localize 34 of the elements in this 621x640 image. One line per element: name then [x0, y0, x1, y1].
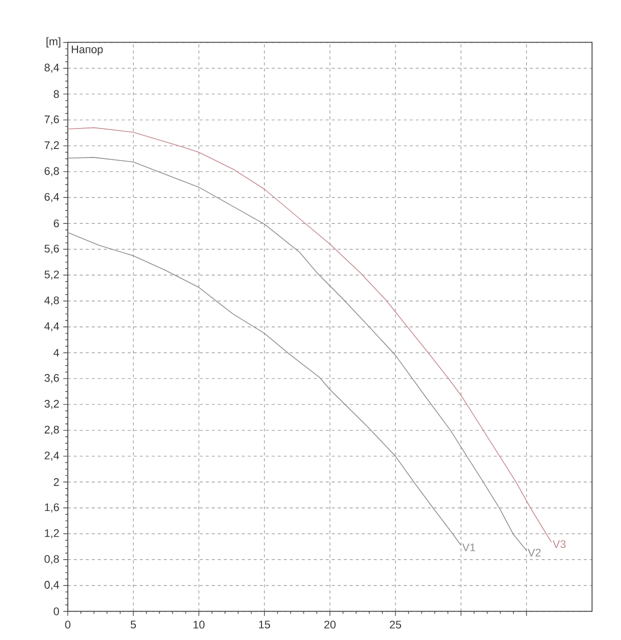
x-tick-label: 15	[259, 620, 270, 628]
y-tick-label: 4,8	[44, 296, 59, 306]
series-label: V3	[552, 540, 566, 548]
x-tick-label: 0	[65, 620, 70, 629]
chart-title: Напор	[72, 46, 103, 56]
y-tick-label: 8,4	[44, 64, 60, 73]
y-axis-title: [m]	[46, 37, 60, 48]
series-label: V1	[462, 544, 476, 552]
x-tick-label: 5	[130, 620, 136, 628]
y-tick-label: 5,2	[44, 270, 59, 280]
y-tick-label: 3,6	[44, 374, 59, 384]
series-label: V2	[528, 548, 541, 556]
y-tick-label: 0,8	[44, 555, 59, 564]
x-tick-label: 20	[324, 620, 336, 629]
y-tick-label: 2	[54, 478, 59, 486]
y-tick-label: 6,4	[44, 192, 60, 202]
y-tick-label: 7,2	[44, 141, 59, 150]
y-tick-label: 1,6	[44, 503, 59, 512]
y-tick-label: 0,4	[44, 580, 60, 590]
y-tick-label: 6,8	[44, 167, 59, 176]
y-tick-label: 4	[54, 348, 60, 356]
y-tick-label: 3,2	[44, 400, 59, 409]
y-tick-label: 5,6	[44, 244, 59, 254]
y-tick-label: 6	[54, 220, 59, 228]
x-tick-label: 25	[390, 620, 402, 629]
y-tick-label: 2,8	[44, 426, 59, 435]
y-tick-label: 0	[54, 607, 59, 616]
y-tick-label: 7,6	[44, 115, 59, 124]
y-tick-label: 4,4	[44, 322, 60, 332]
y-tick-label: 2,4	[44, 452, 60, 461]
line-series	[68, 232, 462, 546]
x-tick-label: 10	[194, 620, 205, 629]
y-tick-label: 1,2	[44, 529, 59, 538]
y-tick-label: 8	[54, 90, 59, 98]
